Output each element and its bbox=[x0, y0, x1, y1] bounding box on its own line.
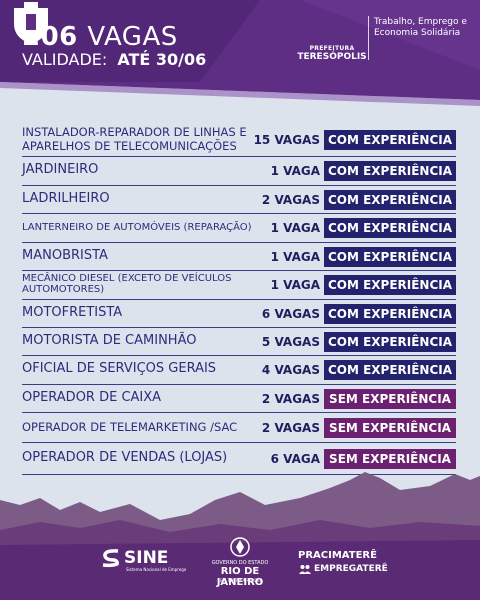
job-count: 1 VAGA bbox=[270, 278, 320, 292]
job-row: OPERADOR DE VENDAS (LOJAS) 6 VAGA SEM EX… bbox=[22, 443, 456, 475]
job-role: OPERADOR DE CAIXA bbox=[22, 389, 162, 405]
job-role: MOTORISTA DE CAMINHÃO bbox=[22, 332, 197, 348]
job-row: MOTOFRETISTA 6 VAGAS COM EXPERIÊNCIA bbox=[22, 300, 456, 328]
header-divider bbox=[368, 16, 369, 60]
job-row: MOTORISTA DE CAMINHÃO 5 VAGAS COM EXPERI… bbox=[22, 328, 456, 356]
no-experience-badge: SEM EXPERIÊNCIA bbox=[324, 388, 456, 409]
job-role: JARDINEIRO bbox=[22, 162, 99, 177]
state-crest-icon bbox=[230, 537, 250, 557]
people-icon bbox=[299, 565, 311, 574]
experience-badge: COM EXPERIÊNCIA bbox=[324, 161, 456, 181]
job-role: OPERADOR DE TELEMARKETING /SAC bbox=[22, 419, 238, 434]
validity-line: VALIDADE: ATÉ 30/06 bbox=[22, 50, 207, 69]
job-count: 2 VAGAS bbox=[261, 192, 320, 207]
job-count: 1 VAGA bbox=[270, 164, 320, 178]
experience-badge: COM EXPERIÊNCIA bbox=[324, 218, 456, 238]
empregatere-logo: EMPREGATERÊ bbox=[314, 564, 388, 574]
job-row: OFICIAL DE SERVIÇOS GERAIS 4 VAGAS COM E… bbox=[22, 356, 456, 385]
job-count: 1 VAGA bbox=[270, 221, 320, 235]
job-list: INSTALADOR-REPARADOR DE LINHAS E APARELH… bbox=[22, 124, 456, 475]
job-row: OPERADOR DE TELEMARKETING /SAC 2 VAGAS S… bbox=[22, 413, 456, 443]
experience-badge: COM EXPERIÊNCIA bbox=[324, 331, 456, 352]
job-role: OPERADOR DE VENDAS (LOJAS) bbox=[22, 449, 228, 465]
job-row: LANTERNEIRO DE AUTOMÓVEIS (REPARAÇÃO) 1 … bbox=[22, 214, 456, 243]
footer-mountains bbox=[0, 470, 480, 600]
experience-badge: COM EXPERIÊNCIA bbox=[324, 246, 456, 267]
job-role: MANOBRISTA bbox=[22, 247, 108, 263]
experience-badge: COM EXPERIÊNCIA bbox=[324, 189, 456, 210]
job-count: 4 VAGAS bbox=[261, 363, 320, 377]
job-role: INSTALADOR-REPARADOR DE LINHAS E APARELH… bbox=[22, 125, 247, 153]
job-row: LADRILHEIRO 2 VAGAS COM EXPERIÊNCIA bbox=[22, 186, 456, 214]
pracimatere-logo: PRACIMATERÊ bbox=[298, 550, 377, 561]
experience-badge: COM EXPERIÊNCIA bbox=[324, 275, 456, 295]
job-row: INSTALADOR-REPARADOR DE LINHAS E APARELH… bbox=[22, 124, 456, 157]
job-role: MECÂNICO DIESEL (EXCETO DE VEÍCULOS AUTO… bbox=[22, 273, 232, 295]
job-count: 6 VAGA bbox=[270, 451, 320, 466]
experience-badge: COM EXPERIÊNCIA bbox=[324, 130, 456, 150]
experience-badge: COM EXPERIÊNCIA bbox=[324, 303, 456, 324]
crest-city-name: TERESÓPOLIS bbox=[297, 52, 367, 62]
job-role: MOTOFRETISTA bbox=[22, 304, 123, 320]
gov-caption: GOVERNO DO ESTADO bbox=[211, 560, 269, 566]
city-crest-icon bbox=[14, 2, 48, 44]
job-count: 2 VAGAS bbox=[261, 420, 320, 435]
job-row: JARDINEIRO 1 VAGA COM EXPERIÊNCIA bbox=[22, 157, 456, 186]
gov-state-name: RIO DE JANEIRO bbox=[216, 566, 264, 588]
header-banner: 206 VAGAS VALIDADE: ATÉ 30/06 PREFEITURA … bbox=[0, 0, 480, 120]
no-experience-badge: SEM EXPERIÊNCIA bbox=[324, 417, 456, 438]
job-count: 1 VAGA bbox=[270, 249, 320, 264]
job-role: LANTERNEIRO DE AUTOMÓVEIS (REPARAÇÃO) bbox=[22, 221, 252, 233]
job-row: OPERADOR DE CAIXA 2 VAGAS SEM EXPERIÊNCI… bbox=[22, 385, 456, 413]
job-count: 2 VAGAS bbox=[261, 391, 320, 406]
job-role: LADRILHEIRO bbox=[22, 190, 110, 206]
gov-slogan: SEM TEMPO A PERDER bbox=[217, 578, 263, 583]
sine-wordmark: SINE bbox=[124, 548, 169, 568]
sine-logo-icon bbox=[102, 549, 119, 568]
job-count: 6 VAGAS bbox=[261, 306, 320, 321]
header-background bbox=[0, 0, 480, 106]
experience-badge: COM EXPERIÊNCIA bbox=[324, 360, 456, 380]
department-name: Trabalho, Emprego e Economia Solidária bbox=[374, 17, 467, 38]
crest-caption: PREFEITURA bbox=[309, 45, 355, 52]
sine-caption: Sistema Nacional de Emprego bbox=[126, 567, 187, 572]
job-row: MANOBRISTA 1 VAGA COM EXPERIÊNCIA bbox=[22, 243, 456, 271]
job-count: 15 VAGAS bbox=[253, 133, 320, 147]
job-row: MECÂNICO DIESEL (EXCETO DE VEÍCULOS AUTO… bbox=[22, 271, 456, 300]
job-count: 5 VAGAS bbox=[261, 334, 320, 349]
job-role: OFICIAL DE SERVIÇOS GERAIS bbox=[22, 361, 217, 376]
mountain-silhouette bbox=[0, 472, 480, 600]
no-experience-badge: SEM EXPERIÊNCIA bbox=[324, 448, 456, 469]
